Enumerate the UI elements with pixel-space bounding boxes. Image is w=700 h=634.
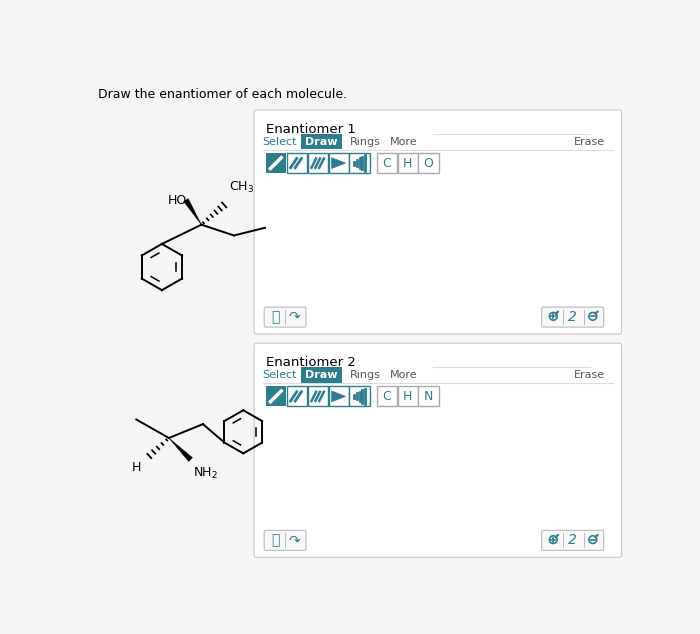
Text: 2: 2: [568, 533, 577, 547]
FancyBboxPatch shape: [302, 367, 342, 382]
Text: H: H: [403, 390, 412, 403]
FancyBboxPatch shape: [302, 134, 342, 149]
Text: ↷: ↷: [288, 310, 300, 324]
Text: Select: Select: [262, 136, 297, 146]
FancyBboxPatch shape: [266, 153, 286, 173]
FancyBboxPatch shape: [287, 386, 307, 406]
FancyBboxPatch shape: [542, 531, 603, 550]
Text: Rings: Rings: [349, 136, 380, 146]
Text: Erase: Erase: [574, 370, 606, 380]
FancyBboxPatch shape: [542, 307, 603, 327]
FancyBboxPatch shape: [254, 343, 622, 557]
FancyBboxPatch shape: [398, 386, 418, 406]
Text: ↆ: ↆ: [271, 533, 279, 547]
FancyBboxPatch shape: [264, 531, 306, 550]
Text: Erase: Erase: [574, 136, 606, 146]
FancyBboxPatch shape: [328, 386, 349, 406]
FancyBboxPatch shape: [419, 386, 439, 406]
FancyBboxPatch shape: [377, 153, 397, 173]
Text: More: More: [390, 136, 417, 146]
FancyBboxPatch shape: [287, 153, 307, 173]
FancyBboxPatch shape: [398, 153, 418, 173]
Polygon shape: [332, 391, 346, 402]
Text: Select: Select: [262, 370, 297, 380]
Text: Rings: Rings: [349, 370, 380, 380]
Polygon shape: [169, 438, 192, 462]
FancyBboxPatch shape: [377, 386, 397, 406]
Text: 2: 2: [568, 310, 577, 324]
Text: H: H: [132, 461, 141, 474]
FancyBboxPatch shape: [349, 386, 370, 406]
Text: CH$_3$: CH$_3$: [230, 180, 254, 195]
Text: Draw: Draw: [305, 136, 338, 146]
FancyBboxPatch shape: [254, 110, 622, 334]
Text: N: N: [424, 390, 433, 403]
Text: NH$_2$: NH$_2$: [193, 466, 218, 481]
Text: ↷: ↷: [288, 533, 300, 547]
Text: C: C: [382, 390, 391, 403]
Text: HO: HO: [167, 193, 187, 207]
Text: Draw the enantiomer of each molecule.: Draw the enantiomer of each molecule.: [98, 88, 347, 101]
FancyBboxPatch shape: [419, 153, 439, 173]
Text: Enantiomer 1: Enantiomer 1: [266, 123, 356, 136]
FancyBboxPatch shape: [266, 386, 286, 406]
Polygon shape: [332, 158, 346, 169]
Text: Enantiomer 2: Enantiomer 2: [266, 356, 356, 370]
FancyBboxPatch shape: [307, 153, 328, 173]
FancyBboxPatch shape: [307, 386, 328, 406]
FancyBboxPatch shape: [328, 153, 349, 173]
FancyBboxPatch shape: [264, 307, 306, 327]
Text: C: C: [382, 157, 391, 169]
Text: More: More: [390, 370, 417, 380]
Text: H: H: [403, 157, 412, 169]
FancyBboxPatch shape: [349, 153, 370, 173]
Text: Draw: Draw: [305, 370, 338, 380]
Polygon shape: [183, 198, 202, 224]
Text: O: O: [424, 157, 433, 169]
Text: ↆ: ↆ: [271, 310, 279, 324]
